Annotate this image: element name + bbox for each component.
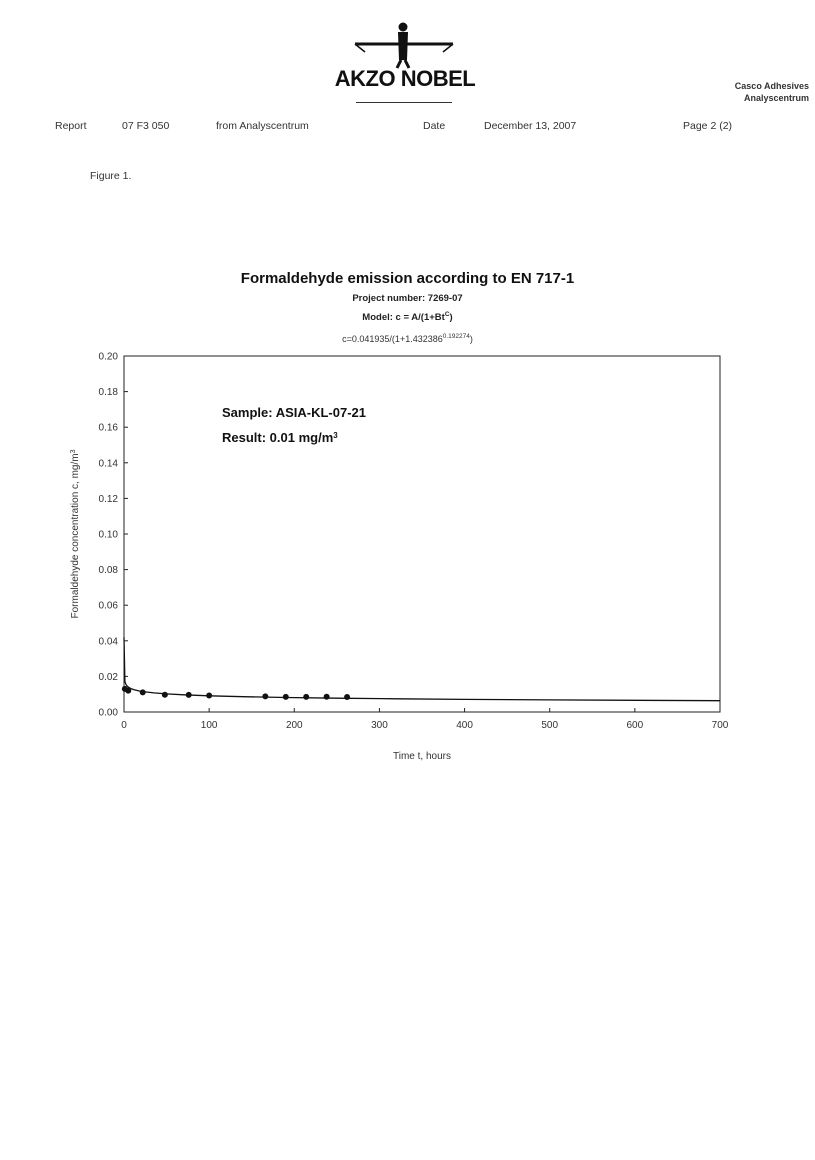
y-tick-label: 0.02 xyxy=(99,672,119,683)
model-label: Model: c = A/(1+Bt xyxy=(362,312,445,324)
data-point xyxy=(185,691,192,698)
report-number: 07 F3 050 xyxy=(122,120,170,132)
x-tick-label: 200 xyxy=(286,720,303,731)
emission-chart: 0.00 0.02 0.04 0.06 0.08 0.10 0.12 0.14 0.16 0.18… xyxy=(70,352,729,763)
data-point xyxy=(262,693,269,700)
x-tick-label: 500 xyxy=(541,720,558,731)
report-label: Report xyxy=(55,120,87,132)
chart-model: Model: c = A/(1+BtC) xyxy=(0,311,815,323)
akzo-nobel-logo-icon xyxy=(354,22,454,69)
y-tick-label: 0.16 xyxy=(99,423,119,434)
fit-equation: c=0.041935/(1+1.4323860.192274) xyxy=(0,333,815,344)
x-tick-label: 300 xyxy=(371,720,388,731)
y-tick-label: 0.04 xyxy=(99,636,119,647)
chart-title: Formaldehyde emission according to EN 71… xyxy=(240,270,575,287)
x-tick-label: 600 xyxy=(627,720,644,731)
y-axis-label-text: Formaldehyde concentration c, mg/m xyxy=(70,453,81,618)
logo-divider xyxy=(356,102,452,103)
x-tick-label: 0 xyxy=(121,720,127,731)
y-tick-label: 0.10 xyxy=(99,530,119,541)
plot-frame xyxy=(123,355,721,713)
y-axis-ticks: 0.00 0.02 0.04 0.06 0.08 0.10 0.12 0.14 0.16 0.18… xyxy=(99,352,128,719)
department-block: Casco Adhesives Analyscentrum xyxy=(735,80,809,104)
model-exponent: C xyxy=(444,311,450,318)
fit-equation-close: ) xyxy=(469,334,473,344)
y-tick-label: 0.08 xyxy=(99,565,119,576)
figure-caption: Figure 1. xyxy=(90,170,132,182)
date-value: December 13, 2007 xyxy=(484,120,577,132)
chart-subtitle: Project number: 7269-07 xyxy=(352,293,463,304)
y-axis-label: Formaldehyde concentration c, mg/m3 xyxy=(70,449,82,618)
y-tick-label: 0.06 xyxy=(99,601,119,612)
report-from: from Analyscentrum xyxy=(216,120,309,132)
fit-curve xyxy=(123,637,721,702)
data-point xyxy=(303,693,310,700)
department-lab: Analyscentrum xyxy=(743,93,809,103)
fit-equation-base: c=0.041935/(1+1.432386 xyxy=(342,334,443,344)
y-tick-label: 0.12 xyxy=(99,494,119,505)
y-tick-label: 0.14 xyxy=(99,458,119,469)
result-annotation-sup: 3 xyxy=(333,431,338,440)
y-axis-label-sup: 3 xyxy=(70,449,77,453)
y-tick-label: 0.20 xyxy=(99,352,119,363)
company-name: AKZO NOBEL xyxy=(334,66,476,91)
page-number: Page 2 (2) xyxy=(683,120,733,132)
data-point xyxy=(344,694,351,701)
y-tick-label: 0.00 xyxy=(99,708,119,719)
result-annotation-text: Result: 0.01 mg/m xyxy=(222,430,333,445)
x-tick-label: 700 xyxy=(712,720,729,731)
x-axis-ticks: 0 100 200 300 400 500 600 700 xyxy=(121,708,729,731)
date-label: Date xyxy=(423,120,446,132)
data-point xyxy=(323,693,330,700)
data-point xyxy=(125,687,132,694)
document-page xyxy=(20,0,815,1160)
x-tick-label: 400 xyxy=(456,720,473,731)
y-tick-label: 0.18 xyxy=(99,387,119,398)
x-axis-label: Time t, hours xyxy=(393,751,451,762)
data-point xyxy=(282,693,289,700)
data-point xyxy=(206,692,213,699)
data-points xyxy=(121,685,351,701)
x-tick-label: 100 xyxy=(201,720,218,731)
sample-annotation: Sample: ASIA-KL-07-21 xyxy=(222,405,366,420)
department-name: Casco Adhesives xyxy=(734,81,809,91)
result-annotation: Result: 0.01 mg/m3 xyxy=(222,430,338,445)
model-close: ) xyxy=(449,312,453,324)
data-point xyxy=(161,691,168,698)
data-point xyxy=(139,689,146,696)
fit-exponent: 0.192274 xyxy=(442,333,470,340)
